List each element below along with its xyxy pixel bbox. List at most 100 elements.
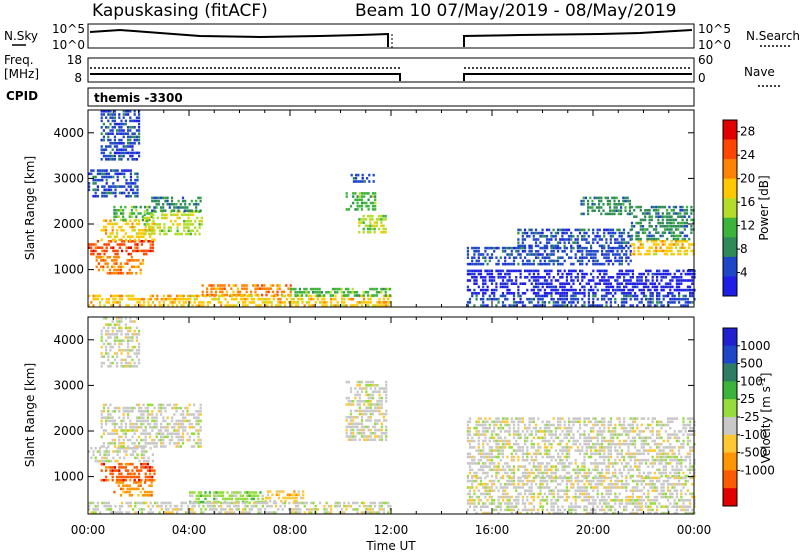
scatter-cell <box>528 244 531 248</box>
scatter-cell <box>609 304 612 307</box>
scatter-cell <box>130 205 133 209</box>
scatter-cell <box>351 291 354 294</box>
scatter-cell <box>378 393 381 397</box>
scatter-cell <box>155 203 158 206</box>
scatter-cell <box>143 301 146 304</box>
scatter-cell <box>618 272 621 276</box>
scatter-cell <box>546 452 549 456</box>
scatter-cell <box>116 148 119 151</box>
scatter-cell <box>296 291 299 294</box>
scatter-cell <box>263 287 266 290</box>
scatter-cell <box>275 501 278 505</box>
scatter-cell <box>521 292 524 295</box>
scatter-cell <box>176 304 179 307</box>
scatter-cell <box>228 511 231 514</box>
scatter-cell <box>170 199 174 203</box>
scatter-cell <box>290 508 293 511</box>
scatter-cell <box>321 301 324 304</box>
scatter-cell <box>129 326 132 330</box>
scatter-cell <box>200 494 203 497</box>
scatter-cell <box>113 323 116 326</box>
scatter-cell <box>532 417 535 420</box>
scatter-cell <box>539 462 542 465</box>
scatter-cell <box>106 255 109 259</box>
scatter-cell <box>112 297 115 301</box>
scatter-cell <box>574 304 577 307</box>
scatter-cell <box>200 508 203 511</box>
scatter-cell <box>127 501 130 505</box>
scatter-cell <box>143 508 146 511</box>
scatter-cell <box>656 292 659 295</box>
scatter-cell <box>659 246 662 249</box>
scatter-cell <box>568 423 571 427</box>
scatter-cell <box>479 288 483 292</box>
scatter-cell <box>369 294 372 298</box>
scatter-cell <box>669 282 672 285</box>
scatter-cell <box>683 225 686 228</box>
scatter-cell <box>630 205 634 209</box>
scatter-cell <box>556 244 560 248</box>
scatter-cell <box>378 435 381 438</box>
scatter-cell <box>510 269 513 273</box>
scatter-cell <box>129 329 132 333</box>
scatter-cell <box>246 304 249 307</box>
scatter-cell <box>122 410 125 413</box>
scatter-cell <box>521 246 524 250</box>
scatter-cell <box>105 459 108 463</box>
scatter-cell <box>618 253 621 256</box>
scatter-cell <box>367 214 370 218</box>
scatter-cell <box>118 297 121 301</box>
scatter-cell <box>565 430 568 433</box>
scatter-cell <box>253 301 256 304</box>
scatter-cell <box>139 490 142 494</box>
scatter-cell <box>606 196 609 200</box>
scatter-cell <box>109 432 112 435</box>
scatter-cell <box>532 462 535 465</box>
scatter-cell <box>581 304 584 307</box>
scatter-cell <box>118 126 121 129</box>
scatter-cell <box>468 301 472 304</box>
scatter-cell <box>660 301 663 304</box>
scatter-cell <box>674 246 678 249</box>
scatter-cell <box>473 433 476 436</box>
scatter-cell <box>585 231 588 235</box>
scatter-cell <box>539 468 542 472</box>
scatter-cell <box>519 301 522 304</box>
scatter-cell <box>107 235 110 238</box>
scatter-cell <box>171 419 174 423</box>
scatter-cell <box>501 474 505 478</box>
scatter-cell <box>488 449 491 452</box>
scatter-cell <box>345 432 348 435</box>
scatter-cell <box>150 490 153 494</box>
scatter-cell <box>605 253 608 256</box>
scatter-cell <box>138 304 141 307</box>
scatter-cell <box>371 412 375 416</box>
scatter-cell <box>136 178 139 182</box>
scatter-cell <box>537 430 540 433</box>
scatter-cell <box>565 436 568 440</box>
scatter-cell <box>103 185 106 188</box>
scatter-cell <box>557 272 560 276</box>
scatter-cell <box>124 113 127 116</box>
scatter-cell <box>136 511 139 514</box>
scatter-cell <box>133 142 136 145</box>
scatter-cell <box>119 487 123 491</box>
scatter-cell <box>526 446 529 449</box>
scatter-cell <box>314 504 317 508</box>
scatter-cell <box>656 288 659 292</box>
scatter-cell <box>380 406 383 409</box>
scatter-cell <box>138 469 141 472</box>
scatter-cell <box>129 235 132 238</box>
scatter-cell <box>97 268 100 272</box>
scatter-cell <box>142 229 145 232</box>
scatter-cell <box>512 436 516 440</box>
scatter-cell <box>256 284 259 287</box>
scatter-cell <box>111 132 114 135</box>
scatter-cell <box>499 449 502 452</box>
scatter-cell <box>636 285 639 289</box>
scatter-cell <box>594 304 597 307</box>
scatter-cell <box>100 113 103 116</box>
scatter-cell <box>581 272 584 276</box>
scatter-cell <box>504 272 507 276</box>
scatter-cell <box>563 238 566 241</box>
